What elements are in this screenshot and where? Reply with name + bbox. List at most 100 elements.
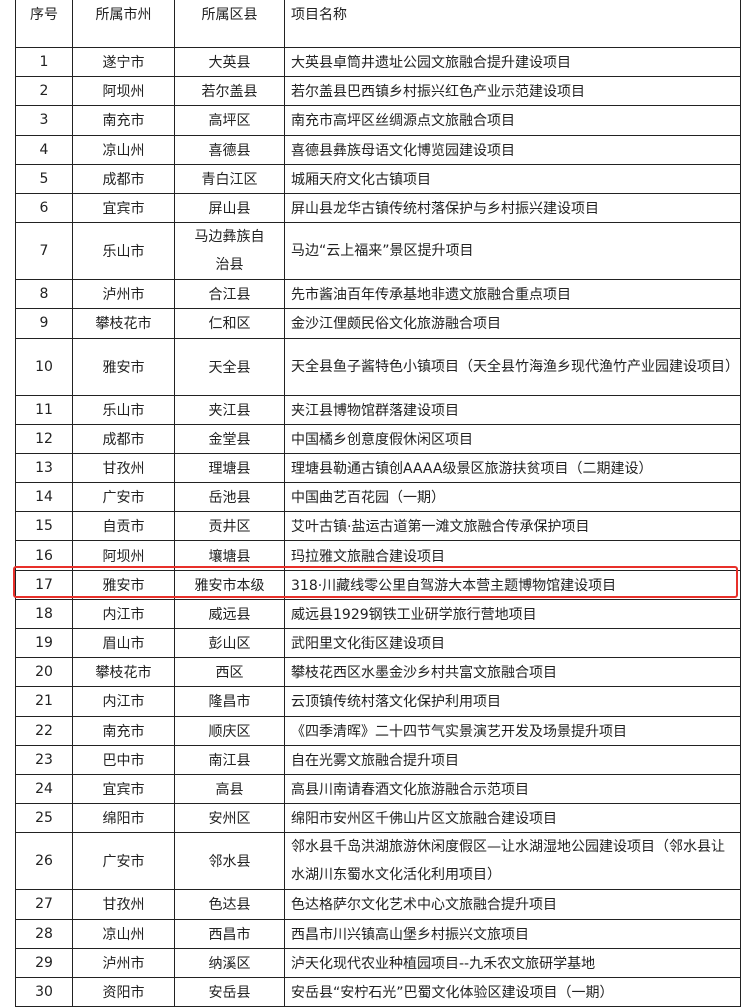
cell-index: 21 xyxy=(15,686,73,717)
cell-index: 23 xyxy=(15,744,73,775)
cell-project-name: 318·川藏线零公里自驾游大本营主题博物馆建设项目 xyxy=(284,569,741,600)
table-row: 17 雅安市 雅安市本级 318·川藏线零公里自驾游大本营主题博物馆建设项目 xyxy=(15,569,741,600)
cell-county: 夹江县 xyxy=(174,394,285,425)
table-row: 1 遂宁市 大英县 大英县卓筒井遗址公园文旅融合提升建设项目 xyxy=(15,46,741,78)
cell-index: 24 xyxy=(15,773,73,805)
cell-city: 攀枝花市 xyxy=(72,308,175,339)
cell-county: 色达县 xyxy=(174,889,285,920)
cell-city: 攀枝花市 xyxy=(72,657,175,688)
cell-county: 西区 xyxy=(174,657,285,688)
table-row: 5 成都市 青白江区 城厢天府文化古镇项目 xyxy=(15,163,741,194)
cell-city: 宜宾市 xyxy=(72,192,175,224)
cell-index: 12 xyxy=(15,423,73,454)
table-row: 10 雅安市 天全县 天全县鱼子酱特色小镇项目（天全县竹海渔乡现代渔竹产业园建设项目） xyxy=(15,337,741,396)
cell-project-name: 南充市高坪区丝绸源点文旅融合项目 xyxy=(284,105,741,136)
table-row: 20 攀枝花市 西区 攀枝花西区水墨金沙乡村共富文旅融合项目 xyxy=(15,657,741,688)
cell-project-name: 金沙江俚颇民俗文化旅游融合项目 xyxy=(284,308,741,339)
cell-project-name: 理塘县勒通古镇创AAAA级景区旅游扶贫项目（二期建设） xyxy=(284,452,741,484)
table-row: 22 南充市 顺庆区 《四季清晖》二十四节气实景演艺开发及场景提升项目 xyxy=(15,715,741,746)
table-row: 30 资阳市 安岳县 安岳县“安柠石光”巴蜀文化体验区建设项目（一期） xyxy=(15,976,741,1007)
cell-project-name: 攀枝花西区水墨金沙乡村共富文旅融合项目 xyxy=(284,657,741,688)
cell-index: 13 xyxy=(15,452,73,484)
cell-index: 10 xyxy=(15,337,73,396)
cell-city: 内江市 xyxy=(72,686,175,717)
cell-index: 26 xyxy=(15,832,73,891)
project-table: 序号 所属市州 所属区县 项目名称 1 遂宁市 大英县 大英县卓筒井遗址公园文旅融合提… xyxy=(15,0,741,1007)
cell-project-name: 泸天化现代农业种植园项目--九禾农文旅研学基地 xyxy=(284,947,741,978)
cell-index: 5 xyxy=(15,163,73,194)
cell-city: 凉山州 xyxy=(72,918,175,949)
table-row: 27 甘孜州 色达县 色达格萨尔文化艺术中心文旅融合提升项目 xyxy=(15,889,741,920)
table-row: 18 内江市 威远县 威远县1929钢铁工业研学旅行营地项目 xyxy=(15,598,741,630)
cell-index: 16 xyxy=(15,540,73,571)
table-row: 13 甘孜州 理塘县 理塘县勒通古镇创AAAA级景区旅游扶贫项目（二期建设） xyxy=(15,452,741,484)
cell-project-name: 自在光雾文旅融合提升项目 xyxy=(284,744,741,775)
cell-county: 安岳县 xyxy=(174,976,285,1007)
table-row: 15 自贡市 贡井区 艾叶古镇·盐运古道第一滩文旅融合传承保护项目 xyxy=(15,511,741,542)
cell-city: 雅安市 xyxy=(72,569,175,600)
cell-index: 29 xyxy=(15,947,73,978)
cell-city: 绵阳市 xyxy=(72,803,175,834)
cell-project-name: 邻水县千岛洪湖旅游休闲度假区—让水湖湿地公园建设项目（邻水县让水湖川东蜀水文化活… xyxy=(284,832,741,891)
cell-project-name: 《四季清晖》二十四节气实景演艺开发及场景提升项目 xyxy=(284,715,741,746)
cell-city: 泸州市 xyxy=(72,279,175,310)
cell-city: 自贡市 xyxy=(72,511,175,542)
cell-county: 喜德县 xyxy=(174,134,285,165)
cell-index: 18 xyxy=(15,598,73,630)
cell-project-name: 高县川南请春酒文化旅游融合示范项目 xyxy=(284,773,741,805)
cell-index: 15 xyxy=(15,511,73,542)
cell-county: 仁和区 xyxy=(174,308,285,339)
cell-project-name: 屏山县龙华古镇传统村落保护与乡村振兴建设项目 xyxy=(284,192,741,224)
cell-city: 乐山市 xyxy=(72,222,175,281)
cell-city: 南充市 xyxy=(72,105,175,136)
cell-city: 甘孜州 xyxy=(72,889,175,920)
cell-index: 11 xyxy=(15,394,73,425)
cell-city: 宜宾市 xyxy=(72,773,175,805)
cell-project-name: 安岳县“安柠石光”巴蜀文化体验区建设项目（一期） xyxy=(284,976,741,1007)
cell-city: 甘孜州 xyxy=(72,452,175,484)
cell-city: 成都市 xyxy=(72,163,175,194)
header-project-name: 项目名称 xyxy=(284,0,741,48)
cell-city: 南充市 xyxy=(72,715,175,746)
cell-city: 凉山州 xyxy=(72,134,175,165)
cell-city: 内江市 xyxy=(72,598,175,630)
cell-project-name: 中国曲艺百花园（一期） xyxy=(284,482,741,513)
cell-project-name: 城厢天府文化古镇项目 xyxy=(284,163,741,194)
cell-city: 雅安市 xyxy=(72,337,175,396)
cell-county: 金堂县 xyxy=(174,423,285,454)
table-row: 29 泸州市 纳溪区 泸天化现代农业种植园项目--九禾农文旅研学基地 xyxy=(15,947,741,978)
cell-project-name: 天全县鱼子酱特色小镇项目（天全县竹海渔乡现代渔竹产业园建设项目） xyxy=(284,337,741,396)
cell-index: 3 xyxy=(15,105,73,136)
cell-county: 纳溪区 xyxy=(174,947,285,978)
table-row: 9 攀枝花市 仁和区 金沙江俚颇民俗文化旅游融合项目 xyxy=(15,308,741,339)
cell-county: 岳池县 xyxy=(174,482,285,513)
cell-index: 25 xyxy=(15,803,73,834)
cell-index: 14 xyxy=(15,482,73,513)
table-row: 26 广安市 邻水县 邻水县千岛洪湖旅游休闲度假区—让水湖湿地公园建设项目（邻水县让水… xyxy=(15,832,741,891)
cell-city: 阿坝州 xyxy=(72,540,175,571)
cell-county: 理塘县 xyxy=(174,452,285,484)
cell-index: 6 xyxy=(15,192,73,224)
table-row: 28 凉山州 西昌市 西昌市川兴镇高山堡乡村振兴文旅项目 xyxy=(15,918,741,949)
table-row: 11 乐山市 夹江县 夹江县博物馆群落建设项目 xyxy=(15,394,741,425)
cell-index: 19 xyxy=(15,627,73,659)
cell-county: 高县 xyxy=(174,773,285,805)
cell-county: 隆昌市 xyxy=(174,686,285,717)
cell-city: 巴中市 xyxy=(72,744,175,775)
cell-project-name: 艾叶古镇·盐运古道第一滩文旅融合传承保护项目 xyxy=(284,511,741,542)
cell-project-name: 大英县卓筒井遗址公园文旅融合提升建设项目 xyxy=(284,46,741,78)
header-index: 序号 xyxy=(15,0,73,48)
header-city: 所属市州 xyxy=(72,0,175,48)
cell-index: 28 xyxy=(15,918,73,949)
cell-city: 乐山市 xyxy=(72,394,175,425)
cell-county: 南江县 xyxy=(174,744,285,775)
cell-city: 泸州市 xyxy=(72,947,175,978)
table-row: 3 南充市 高坪区 南充市高坪区丝绸源点文旅融合项目 xyxy=(15,105,741,136)
cell-index: 2 xyxy=(15,76,73,107)
table-row: 12 成都市 金堂县 中国橘乡创意度假休闲区项目 xyxy=(15,423,741,454)
cell-index: 17 xyxy=(15,569,73,600)
cell-project-name: 威远县1929钢铁工业研学旅行营地项目 xyxy=(284,598,741,630)
cell-city: 遂宁市 xyxy=(72,46,175,78)
cell-county: 威远县 xyxy=(174,598,285,630)
cell-project-name: 色达格萨尔文化艺术中心文旅融合提升项目 xyxy=(284,889,741,920)
